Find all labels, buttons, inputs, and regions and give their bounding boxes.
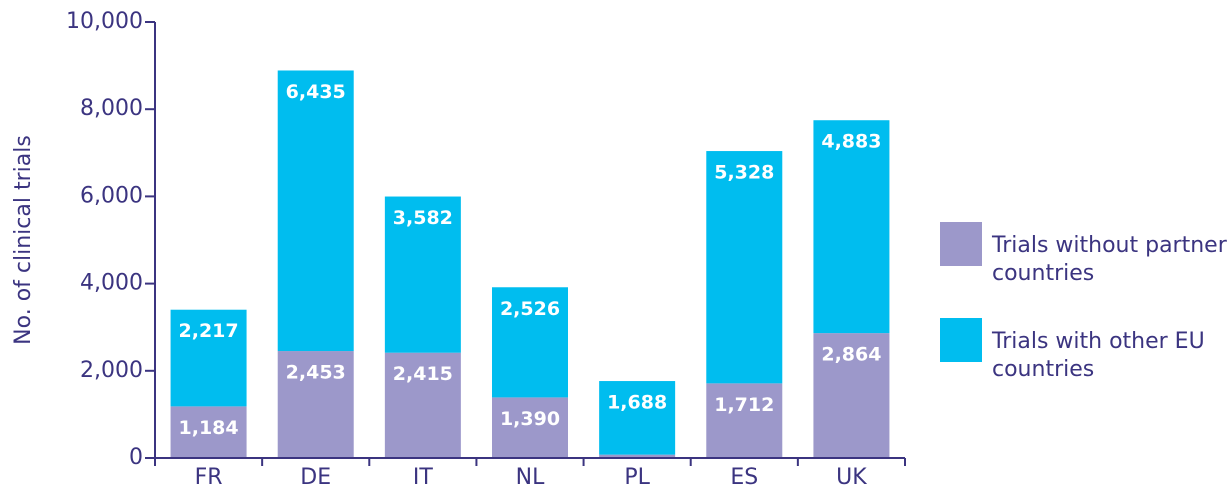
bar-segment [706,151,783,384]
value-label: 2,415 [393,363,453,385]
value-label: 2,453 [286,362,346,384]
value-label: 4,883 [821,131,881,153]
y-tick-label: 8,000 [80,96,143,121]
bar-segment [813,120,890,334]
bar-segment [813,333,890,458]
bar-segment [170,406,247,458]
x-tick-label: UK [836,465,867,490]
legend-label: Trials with other EU countries [992,329,1205,382]
x-tick-label: ES [730,465,758,490]
bar-segment [170,309,247,407]
bar-segment [599,454,676,458]
value-label: 1,688 [607,392,667,414]
legend-item: Trials without partner countries [940,222,1230,288]
y-tick-label: 0 [129,445,143,470]
x-tick-label: DE [300,465,331,490]
legend-swatch [940,222,982,266]
bar-segment [277,351,354,458]
legend-item: Trials with other EU countries [940,318,1230,384]
value-label: 1,712 [714,394,774,416]
x-tick-label: PL [624,465,650,490]
bar-segment [492,287,568,398]
x-tick-label: NL [516,465,545,490]
bar-segment [706,383,783,458]
value-label: 2,526 [500,298,560,320]
x-tick-label: FR [195,465,223,490]
bar-segment [492,397,568,458]
y-tick-label: 2,000 [80,358,143,383]
value-label: 1,184 [179,417,239,439]
bar-segment [277,70,354,352]
bar-segment [384,196,461,353]
y-tick-label: 6,000 [80,183,143,208]
legend-swatch [940,318,982,362]
value-label: 2,864 [821,344,881,366]
y-tick-label: 4,000 [80,271,143,296]
bar-segment [384,352,461,458]
value-label: 6,435 [286,81,346,103]
x-tick-label: IT [413,465,433,490]
y-axis-title: No. of clinical trials [11,135,36,345]
value-label: 2,217 [179,320,239,342]
value-label: 5,328 [714,162,774,184]
value-label: 3,582 [393,207,453,229]
legend-label: Trials without partner countries [992,233,1227,286]
y-tick-label: 10,000 [66,9,143,34]
value-label: 1,390 [500,408,560,430]
bar-segment [599,381,676,455]
